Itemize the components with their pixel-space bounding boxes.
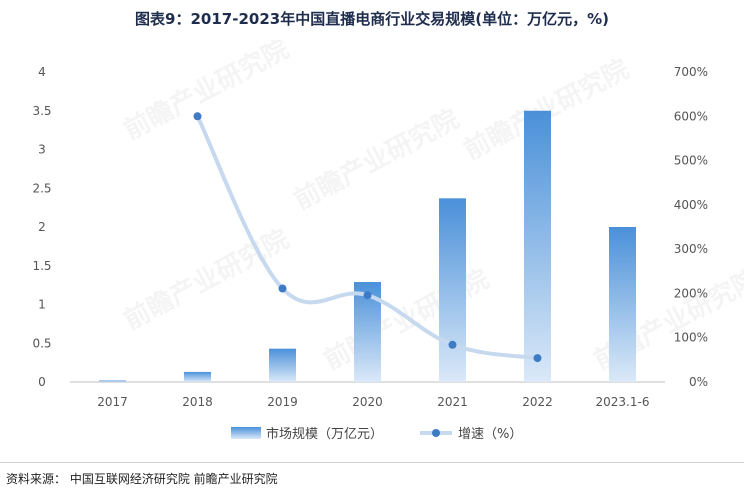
x-tick-label: 2017 — [97, 395, 128, 409]
axes: 0 0.5 1 1.5 2 2.5 3 3.5 4 0% 100% 200% 300% 400% 500% 6… — [32, 65, 708, 409]
growth-point — [278, 284, 287, 293]
x-tick-label: 2020 — [352, 395, 383, 409]
y-right-tick-label: 400% — [674, 198, 708, 212]
growth-line — [195, 114, 540, 361]
bar — [524, 110, 551, 382]
y-right-tick-label: 700% — [674, 65, 708, 79]
y-right-tick-label: 0% — [689, 375, 708, 389]
bar-series — [99, 110, 636, 382]
y-right-tick-label: 100% — [674, 331, 708, 345]
y-right-tick-label: 600% — [674, 109, 708, 123]
y-right-tick-label: 200% — [674, 286, 708, 300]
watermark-text: 前瞻产业研究院 — [119, 223, 294, 336]
y-left-tick-label: 3.5 — [32, 104, 51, 118]
growth-point — [363, 291, 372, 300]
bar — [184, 371, 211, 382]
y-left-tick-label: 1 — [38, 298, 46, 312]
x-tick-label: 2018 — [182, 395, 213, 409]
bar — [269, 348, 296, 382]
growth-point — [448, 340, 457, 349]
x-tick-label: 2021 — [437, 395, 468, 409]
watermark-text: 前瞻产业研究院 — [289, 103, 464, 216]
y-left-tick-label: 2 — [38, 220, 46, 234]
legend-line-marker — [432, 429, 440, 437]
y-right-tick-label: 300% — [674, 242, 708, 256]
bar — [439, 198, 466, 382]
divider — [0, 462, 744, 463]
legend-bar-swatch — [231, 427, 261, 439]
y-left-tick-label: 3 — [38, 143, 46, 157]
legend-bar-label: 市场规模（万亿元） — [266, 426, 383, 442]
source-note: 资料来源： 中国互联网经济研究院 前瞻产业研究院 — [6, 472, 278, 486]
y-left-tick-label: 1.5 — [32, 259, 51, 273]
chart-title: 图表9：2017-2023年中国直播电商行业交易规模(单位：万亿元，%) — [135, 10, 609, 28]
x-tick-label: 2019 — [267, 395, 298, 409]
x-tick-label: 2023.1-6 — [596, 395, 650, 409]
x-tick-label: 2022 — [522, 395, 553, 409]
bar — [99, 380, 126, 382]
y-left-tick-label: 0 — [38, 375, 46, 389]
watermark-text: 前瞻产业研究院 — [319, 263, 494, 376]
y-left-tick-label: 4 — [38, 65, 46, 79]
legend-line-label: 增速（%） — [458, 427, 522, 442]
y-right-tick-label: 500% — [674, 154, 708, 168]
growth-point — [533, 354, 542, 363]
watermark-text: 前瞻产业研究院 — [119, 40, 294, 146]
y-left-tick-label: 0.5 — [32, 336, 51, 350]
growth-line-series — [193, 112, 542, 363]
y-left-tick-label: 2.5 — [32, 181, 51, 195]
legend: 市场规模（万亿元） 增速（%） — [231, 426, 522, 442]
bar — [609, 227, 636, 382]
growth-point — [193, 112, 202, 121]
